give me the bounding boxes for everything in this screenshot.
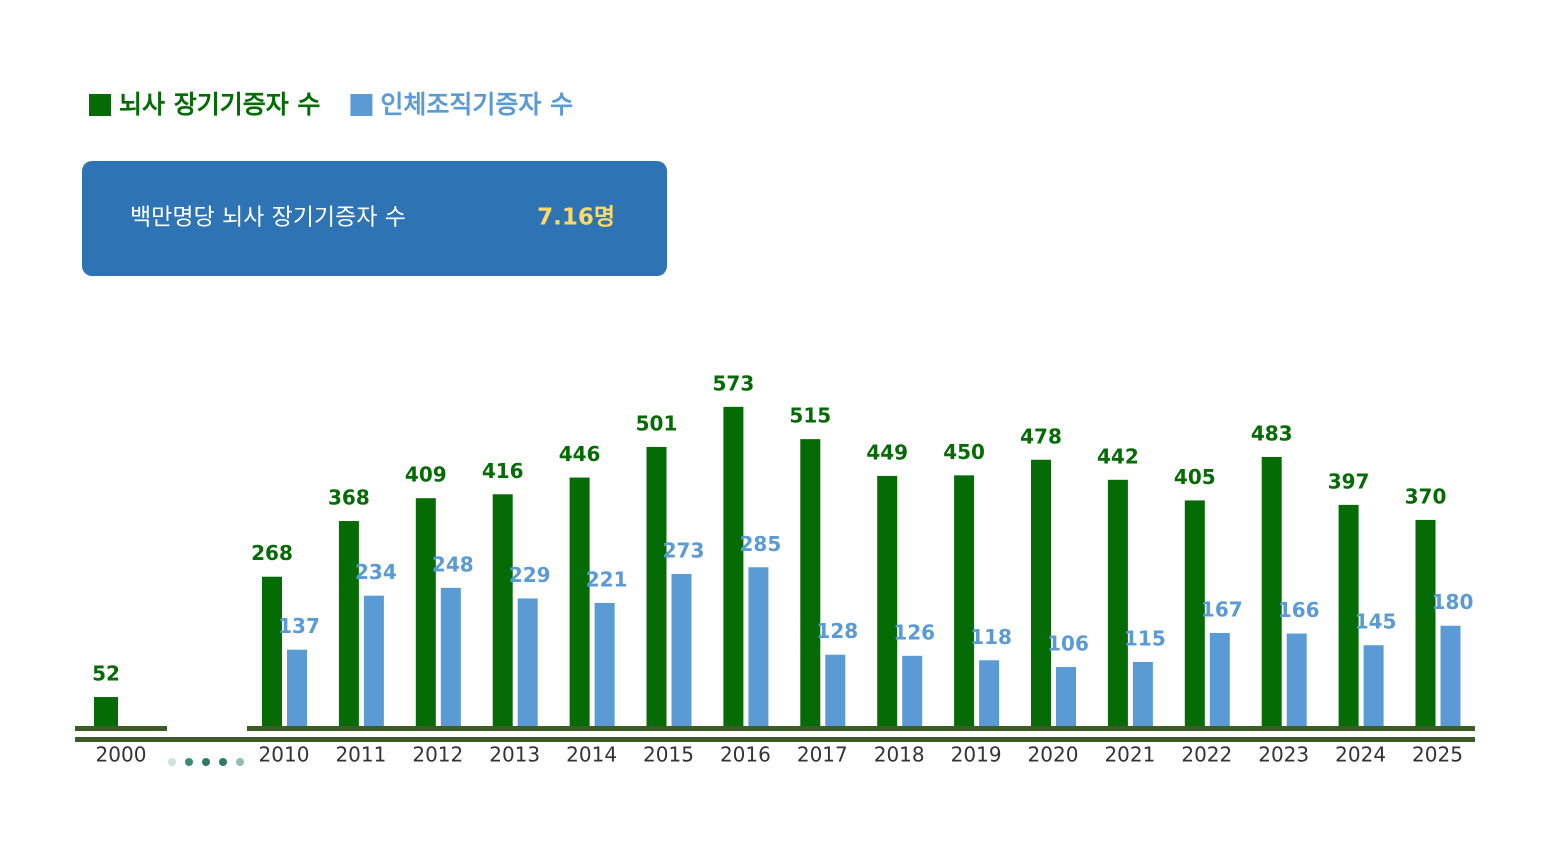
value-label: 450 [943, 440, 985, 464]
value-label: 268 [251, 541, 293, 565]
x-tick-label: 2025 [1412, 743, 1463, 767]
bar [1363, 645, 1384, 726]
x-tick-label: 2015 [643, 743, 694, 767]
legend-label: 뇌사 장기기증자 수 [119, 90, 320, 119]
value-label: 145 [1355, 610, 1397, 634]
value-label: 167 [1201, 597, 1243, 621]
value-label: 221 [586, 567, 628, 591]
value-label: 115 [1124, 626, 1166, 650]
value-label: 106 [1047, 631, 1089, 655]
x-tick-label: 2011 [335, 743, 386, 767]
value-label: 118 [970, 625, 1012, 649]
x-tick-label: 2010 [259, 743, 310, 767]
baseline [75, 726, 167, 731]
summary-box [82, 161, 667, 276]
legend-swatch [350, 94, 373, 116]
x-tick-label: 2014 [566, 743, 617, 767]
x-tick-label: 2023 [1258, 743, 1309, 767]
value-label: 180 [1432, 590, 1474, 614]
bar [1107, 479, 1128, 726]
x-tick-label: 2019 [951, 743, 1002, 767]
value-label: 573 [713, 371, 755, 395]
bar [1338, 504, 1359, 726]
value-label: 128 [816, 619, 858, 643]
value-label: 501 [636, 411, 678, 435]
value-label: 405 [1174, 465, 1216, 489]
x-tick-label: 2013 [489, 743, 540, 767]
bar [94, 697, 118, 726]
value-label: 137 [278, 614, 320, 638]
bar [415, 498, 436, 726]
bar [1132, 661, 1153, 726]
value-label: 442 [1097, 444, 1139, 468]
value-label: 483 [1251, 421, 1293, 445]
ellipsis-dots [168, 758, 244, 766]
bar [492, 494, 513, 726]
bar [569, 477, 590, 726]
x-tick-label: 2000 [96, 743, 147, 767]
value-label: 248 [432, 552, 474, 576]
value-label: 273 [663, 538, 705, 562]
bar [440, 587, 461, 726]
baseline [247, 726, 1475, 731]
bar [979, 660, 1000, 726]
bar [800, 439, 821, 726]
baseline [75, 737, 1475, 742]
x-tick-label: 2018 [874, 743, 925, 767]
x-tick-label: 2024 [1335, 743, 1386, 767]
value-label: 285 [740, 532, 782, 556]
legend-swatch [89, 94, 111, 116]
bar [262, 576, 282, 726]
x-tick-label: 2017 [797, 743, 848, 767]
value-label: 416 [482, 459, 524, 483]
value-label: 229 [509, 563, 551, 587]
bar [825, 654, 846, 726]
bar [1286, 633, 1307, 726]
bar [671, 573, 692, 726]
x-tick-label: 2020 [1028, 743, 1079, 767]
bar [723, 406, 744, 726]
bar [1415, 519, 1436, 726]
bar [287, 649, 307, 726]
value-label: 234 [355, 560, 397, 584]
bar [338, 521, 359, 726]
bar [363, 595, 384, 726]
value-label: 370 [1405, 484, 1447, 508]
legend-label: 인체조직기증자 수 [380, 90, 573, 119]
summary-value: 7.16명 [537, 205, 615, 231]
x-tick-label: 2021 [1104, 743, 1155, 767]
x-tick-label: 2012 [412, 743, 463, 767]
bar [1184, 500, 1205, 726]
value-label: 52 [92, 662, 120, 686]
bar [748, 567, 769, 726]
value-label: 368 [328, 486, 370, 510]
bar [517, 598, 538, 726]
value-label: 166 [1278, 598, 1320, 622]
value-label: 409 [405, 463, 447, 487]
value-label: 449 [866, 440, 908, 464]
bar [902, 655, 923, 726]
value-label: 126 [893, 620, 935, 644]
bar [1031, 459, 1051, 726]
value-label: 397 [1328, 469, 1370, 493]
bar [877, 475, 898, 726]
value-label: 446 [559, 442, 601, 466]
bar [1056, 666, 1076, 726]
x-tick-label: 2022 [1181, 743, 1232, 767]
bar [1261, 456, 1282, 726]
summary-label: 백만명당 뇌사 장기기증자 수 [130, 205, 406, 231]
value-label: 515 [789, 404, 831, 428]
bar [594, 602, 615, 726]
x-tick-label: 2016 [720, 743, 771, 767]
value-label: 478 [1020, 424, 1062, 448]
bar [646, 446, 667, 726]
bar [1209, 632, 1230, 726]
bar [1440, 625, 1461, 726]
bar [954, 475, 975, 726]
